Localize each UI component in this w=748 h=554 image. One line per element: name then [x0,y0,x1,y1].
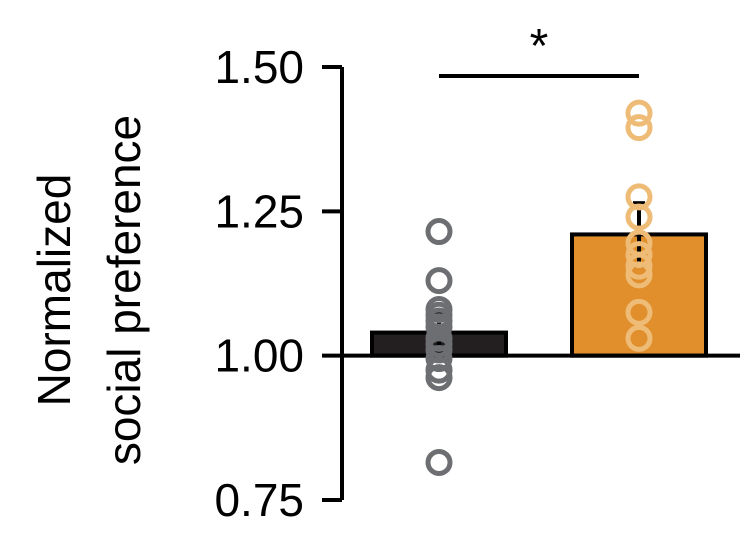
y-axis-title-line2: social preference [98,115,150,465]
data-point [425,267,453,295]
data-point [425,364,453,392]
data-point [625,203,653,231]
y-tick-label: 1.00 [214,330,304,382]
y-tick-label: 1.50 [214,41,304,93]
data-point [625,114,653,142]
data-point [625,99,653,127]
y-axis-title-line1: Normalized [28,174,80,407]
y-axis: 0.75 1.00 1.25 1.50 [214,41,344,526]
data-point [625,252,653,280]
data-point [625,261,653,289]
y-axis-title: Normalized social preference [28,115,150,465]
data-point [425,448,453,476]
data-point [425,218,453,246]
data-point [425,345,453,373]
data-points [425,99,653,476]
significance-marker: * [530,20,549,73]
y-tick-label: 1.25 [214,185,304,237]
data-point [625,298,653,326]
data-point [625,324,653,352]
significance-annotation: * [439,20,639,78]
y-tick-label: 0.75 [214,474,304,526]
bars [370,232,708,358]
